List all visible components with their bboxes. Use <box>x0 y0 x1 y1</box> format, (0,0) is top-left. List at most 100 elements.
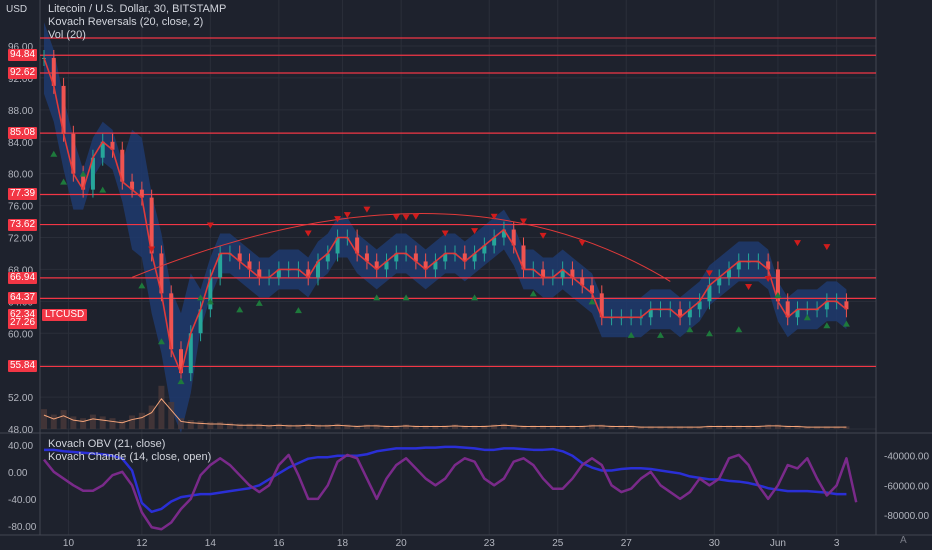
candle-body <box>482 245 487 254</box>
candle-body <box>139 189 144 198</box>
indicator-legend-chande[interactable]: Kovach Chande (14, close, open) <box>48 451 212 463</box>
volume-bar <box>178 418 184 429</box>
lower-y-tick-label: 40.00 <box>8 441 33 452</box>
reversal-up-icon <box>255 299 263 306</box>
reversal-down-icon <box>441 230 449 237</box>
indicator-legend-reversals[interactable]: Kovach Reversals (20, close, 2) <box>48 16 204 28</box>
volume-bar <box>618 425 625 429</box>
volume-bar <box>814 426 821 429</box>
volume-bar <box>226 422 233 429</box>
reversal-up-icon <box>373 294 381 301</box>
right-y-tick-label: -60000.00 <box>884 481 929 492</box>
y-tick-label: 76.00 <box>8 202 33 213</box>
reversal-up-icon <box>197 294 205 301</box>
volume-bar <box>726 425 732 429</box>
candle-body <box>443 253 448 262</box>
volume-bar <box>510 424 517 429</box>
candle-body <box>648 309 653 318</box>
volume-bar <box>823 426 830 429</box>
right-y-tick-label: -80000.00 <box>884 511 929 522</box>
volume-bar <box>432 425 439 429</box>
volume-bar <box>217 421 224 429</box>
volume-bar <box>60 410 67 429</box>
candle-body <box>169 293 174 350</box>
volume-bar <box>403 424 410 429</box>
volume-bar <box>481 425 488 429</box>
reversal-down-icon <box>392 214 400 221</box>
volume-bar <box>148 405 155 429</box>
volume-bar <box>442 425 449 429</box>
series-line <box>43 453 858 531</box>
candle-body <box>149 197 154 254</box>
auto-scale-button[interactable]: A <box>900 535 907 546</box>
volume-bar <box>89 414 96 429</box>
right-y-tick-label: -40000.00 <box>884 452 929 463</box>
indicator-legend-volume[interactable]: Vol (20) <box>48 29 86 41</box>
reversal-up-icon <box>657 331 664 338</box>
reversal-down-icon <box>412 213 420 220</box>
price-level-label: 64.37 <box>8 292 38 305</box>
volume-bar <box>393 425 400 429</box>
volume-bar <box>236 423 243 429</box>
reversal-up-icon <box>471 294 479 301</box>
volume-bar <box>187 420 194 429</box>
reversal-up-icon <box>842 320 850 327</box>
volume-bar <box>422 425 429 429</box>
price-level-label: 73.62 <box>8 218 38 231</box>
y-tick-label: 72.00 <box>8 234 33 245</box>
x-tick-label: 10 <box>63 538 75 549</box>
volume-bar <box>324 424 331 429</box>
candle-body <box>687 309 692 318</box>
candle-body <box>364 253 369 262</box>
reversal-up-icon <box>803 314 811 321</box>
x-tick-label: 18 <box>337 538 349 549</box>
candle-body <box>316 261 320 278</box>
candle-body <box>130 181 135 190</box>
candle-body <box>413 253 418 262</box>
volume-bar <box>657 426 664 429</box>
price-level-label: 66.94 <box>8 271 38 284</box>
candle-body <box>795 309 800 318</box>
reversal-up-icon <box>735 326 743 333</box>
candle-body <box>198 309 203 334</box>
volume-bar <box>363 424 370 429</box>
candle-body <box>423 261 428 270</box>
indicator-legend-obv[interactable]: Kovach OBV (21, close) <box>48 438 166 450</box>
volume-bar <box>41 409 47 429</box>
candle-body <box>697 301 702 310</box>
x-tick-label: 3 <box>834 538 840 549</box>
candle-body <box>707 285 712 302</box>
x-tick-label: Jun <box>770 538 786 549</box>
volume-bar <box>794 425 801 429</box>
y-axis-unit: USD <box>6 4 28 15</box>
x-tick-label: 20 <box>396 538 408 549</box>
y-tick-label: 52.00 <box>8 393 33 404</box>
volume-bar <box>735 425 742 429</box>
reversal-down-icon <box>343 212 351 219</box>
volume-bar <box>745 425 752 429</box>
reversal-down-icon <box>471 228 479 235</box>
volume-bar <box>589 424 595 429</box>
x-tick-label: 16 <box>273 538 285 549</box>
x-tick-label: 25 <box>552 538 564 549</box>
candle-body <box>90 157 95 190</box>
volume-bar <box>647 426 654 429</box>
reversal-down-icon <box>206 222 214 229</box>
reversal-down-icon <box>304 230 312 237</box>
candle-body <box>511 229 516 246</box>
y-tick-label: 48.00 <box>8 425 33 436</box>
reversal-up-icon <box>50 150 58 157</box>
candle-body <box>384 261 389 270</box>
candle-body <box>51 57 56 86</box>
volume-bar <box>608 425 615 429</box>
volume-bar <box>129 415 136 429</box>
price-level-label: 77.39 <box>8 188 38 201</box>
reversal-down-icon <box>363 206 371 213</box>
grid <box>0 0 932 536</box>
reversal-up-icon <box>206 298 214 305</box>
volume-bar <box>80 418 87 429</box>
candle-body <box>844 301 849 310</box>
reversal-up-icon <box>686 326 694 333</box>
volume-bar <box>354 425 361 429</box>
volume-bar <box>491 424 498 429</box>
